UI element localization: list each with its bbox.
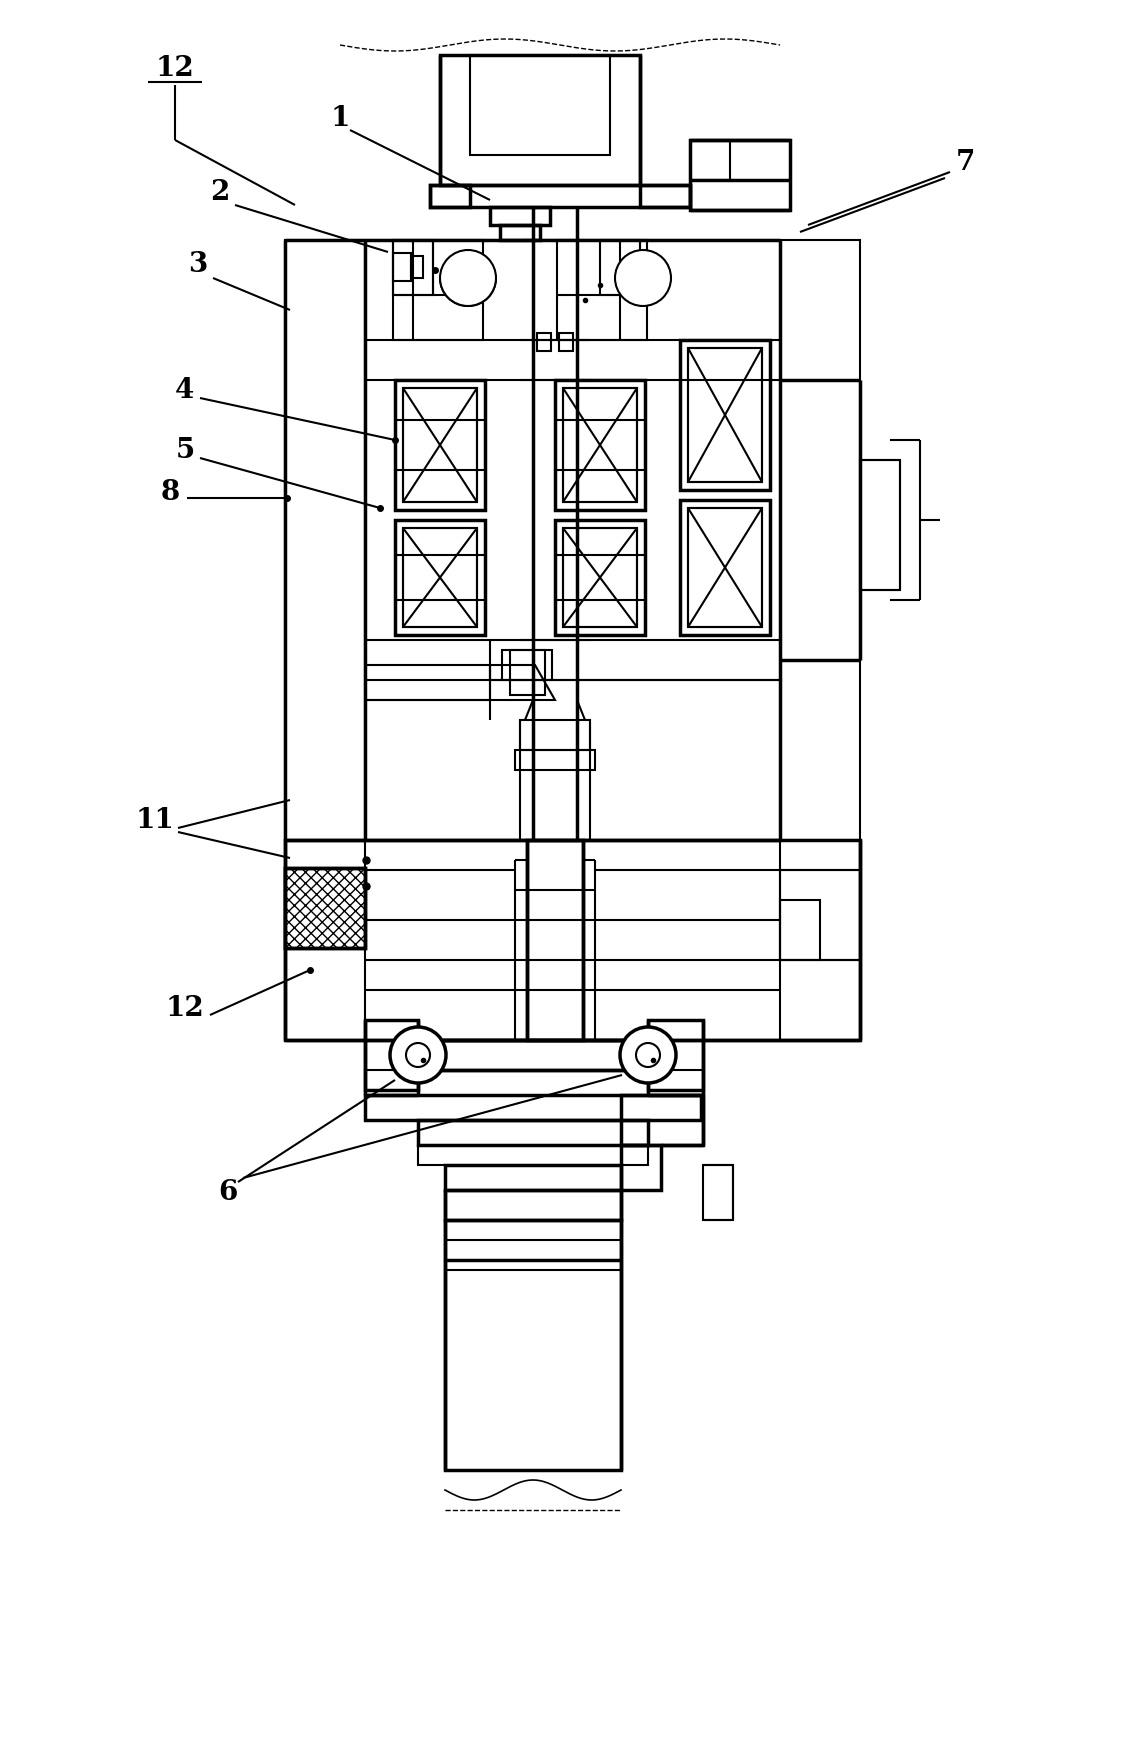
Bar <box>680 500 770 635</box>
Text: 3: 3 <box>189 251 208 279</box>
Bar <box>559 333 573 352</box>
Bar <box>403 528 477 627</box>
Circle shape <box>390 1027 446 1083</box>
Bar <box>444 1220 621 1469</box>
Bar <box>365 1020 418 1090</box>
Text: 4: 4 <box>175 376 195 404</box>
Bar <box>527 839 582 1039</box>
Bar <box>563 528 637 627</box>
Bar <box>690 139 789 211</box>
Circle shape <box>615 251 671 306</box>
Bar <box>403 388 477 501</box>
Bar <box>688 508 762 627</box>
Bar <box>365 1071 418 1095</box>
Text: 12: 12 <box>156 54 195 82</box>
Text: 5: 5 <box>175 437 195 463</box>
Text: 1: 1 <box>330 104 349 132</box>
Bar <box>430 185 470 207</box>
Bar <box>537 333 551 352</box>
Bar <box>648 1071 703 1095</box>
Circle shape <box>406 1043 430 1067</box>
Circle shape <box>620 1027 676 1083</box>
Bar <box>403 388 477 501</box>
Bar <box>285 240 860 839</box>
Bar <box>430 185 690 207</box>
Bar <box>780 900 820 959</box>
Text: 7: 7 <box>956 150 975 176</box>
Bar <box>621 1095 703 1146</box>
Bar <box>395 521 485 635</box>
Bar <box>563 388 637 501</box>
Bar <box>285 869 365 949</box>
Bar <box>563 528 637 627</box>
Bar <box>688 348 762 482</box>
Bar <box>392 240 483 339</box>
Bar <box>510 649 545 695</box>
Text: 12: 12 <box>165 994 205 1022</box>
Bar <box>392 240 433 294</box>
Bar <box>601 240 640 294</box>
Bar <box>392 252 411 280</box>
Circle shape <box>440 251 497 306</box>
Bar <box>502 649 552 681</box>
Bar <box>680 339 770 489</box>
Text: 2: 2 <box>210 179 230 207</box>
Bar <box>440 56 640 185</box>
Bar <box>418 1146 648 1165</box>
Bar <box>395 380 485 510</box>
Text: 8: 8 <box>161 479 180 507</box>
Bar <box>515 750 595 770</box>
Bar <box>555 380 645 510</box>
Bar <box>555 521 645 635</box>
Bar <box>563 388 637 501</box>
Bar <box>860 460 900 590</box>
Bar <box>365 1095 701 1119</box>
Bar <box>688 508 762 627</box>
Circle shape <box>636 1043 661 1067</box>
Bar <box>640 185 690 207</box>
Bar <box>780 870 860 959</box>
Bar <box>403 528 477 627</box>
Bar <box>520 721 590 750</box>
Bar <box>500 225 539 240</box>
Bar <box>444 1191 621 1220</box>
Bar <box>285 869 365 949</box>
Bar <box>621 1146 661 1191</box>
Bar <box>690 139 729 179</box>
Bar <box>703 1165 733 1220</box>
Bar <box>556 240 647 339</box>
Bar <box>470 56 610 155</box>
Bar <box>418 1039 648 1071</box>
Text: 6: 6 <box>218 1179 238 1205</box>
Bar <box>648 1020 703 1090</box>
Text: 11: 11 <box>136 806 174 834</box>
Bar <box>411 256 423 279</box>
Bar <box>418 1119 648 1146</box>
Bar <box>285 839 860 1039</box>
Bar <box>688 348 762 482</box>
Bar <box>444 1165 621 1191</box>
Bar <box>490 207 550 225</box>
